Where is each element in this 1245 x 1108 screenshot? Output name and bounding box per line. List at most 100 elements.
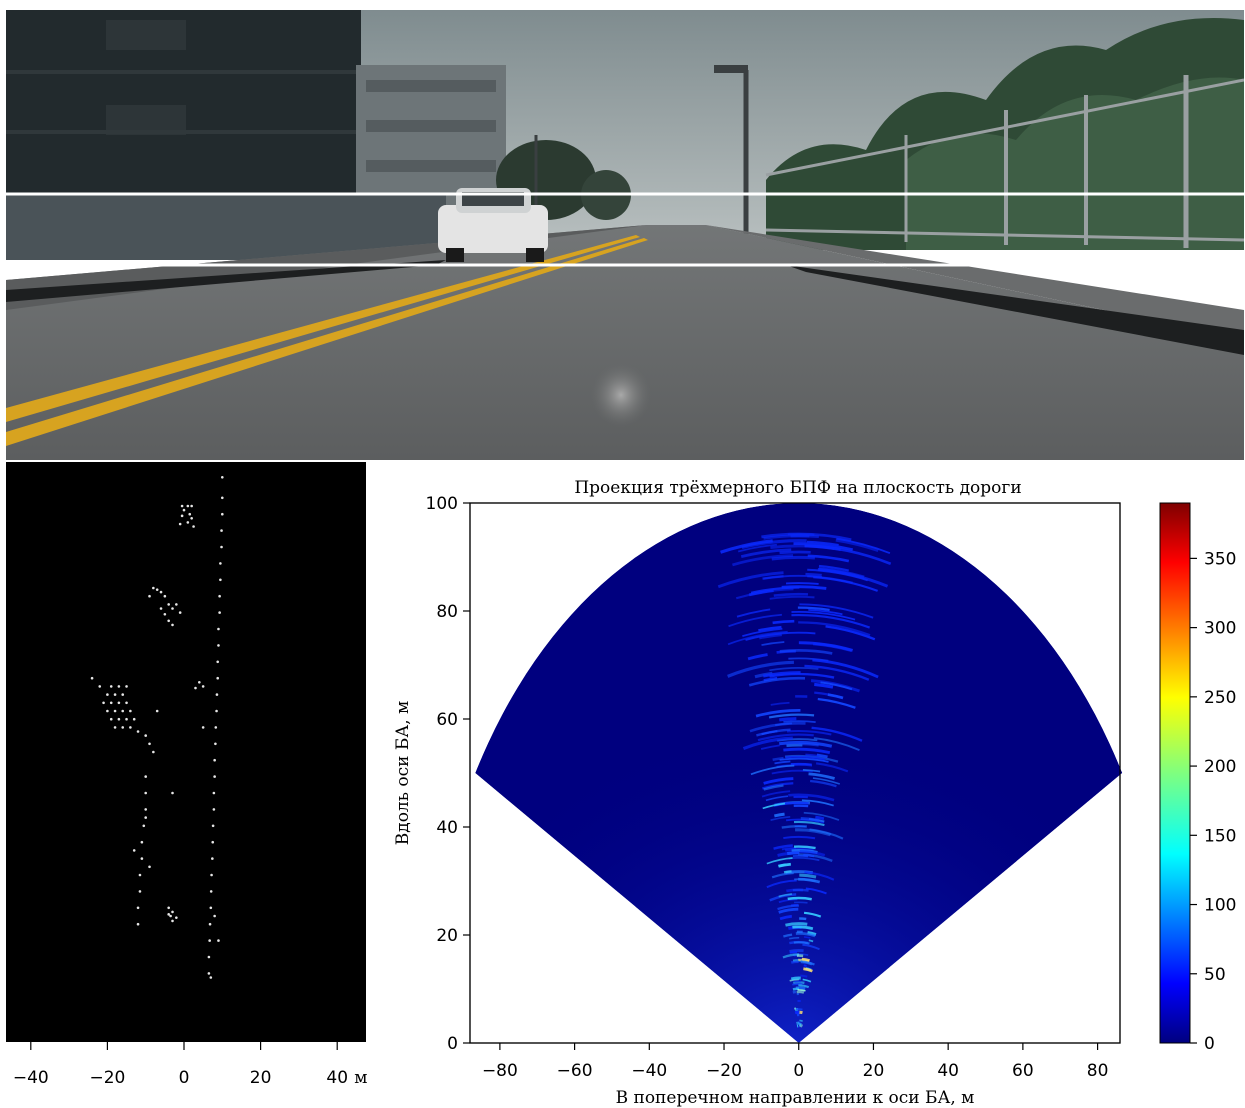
fft-y-tick-label: 20 bbox=[436, 926, 458, 946]
fft-echo-arc bbox=[808, 608, 843, 616]
lidar-point bbox=[125, 685, 128, 688]
fft-y-label: Вдоль оси БА, м bbox=[393, 701, 413, 846]
fft-echo-arc bbox=[761, 790, 791, 798]
lidar-point bbox=[190, 517, 193, 520]
fft-echo-arc bbox=[742, 736, 793, 751]
fft-x-tick-label: 0 bbox=[793, 1061, 804, 1081]
lidar-point bbox=[144, 816, 147, 819]
fft-echo-arc bbox=[815, 815, 825, 821]
fft-echo-arc bbox=[792, 987, 799, 991]
fft-echo-arc bbox=[717, 571, 784, 589]
fft-echo-arc bbox=[769, 667, 819, 672]
lidar-point bbox=[218, 611, 221, 614]
lidar-point bbox=[211, 840, 215, 844]
colorbar-tick-label: 150 bbox=[1204, 826, 1236, 846]
fft-echo-arc bbox=[779, 550, 811, 555]
fft-echo-arc bbox=[777, 904, 799, 911]
lidar-point bbox=[213, 775, 216, 778]
fft-echo-arc bbox=[765, 795, 789, 802]
fft-echo-arc bbox=[791, 614, 871, 629]
fft-echo-arc bbox=[790, 960, 799, 964]
fft-echo-arc bbox=[771, 555, 815, 561]
lidar-point bbox=[207, 972, 211, 975]
lidar-point bbox=[178, 611, 182, 614]
fft-echo-arc bbox=[761, 532, 852, 542]
lidar-point bbox=[190, 504, 193, 508]
fft-y-ticks: 0 20 40 60 80 100 bbox=[426, 494, 470, 1054]
fft-echo-arc bbox=[797, 606, 830, 612]
fft-echo-arc bbox=[749, 722, 806, 733]
lidar-point bbox=[102, 701, 105, 705]
fft-echo-arc bbox=[759, 633, 782, 640]
lidar-point bbox=[167, 619, 170, 623]
fft-echo-arc bbox=[798, 984, 810, 989]
fft-echo-arc bbox=[799, 850, 826, 857]
fft-x-tick-label: 20 bbox=[863, 1061, 885, 1081]
lidar-point bbox=[214, 742, 217, 746]
fft-echo-arc bbox=[817, 697, 856, 709]
lidar-point bbox=[192, 525, 195, 528]
lidar-point bbox=[215, 693, 219, 696]
fft-echo-arc bbox=[800, 974, 808, 978]
fft-echo-arc bbox=[783, 870, 792, 874]
fft-echo-arc bbox=[835, 538, 879, 552]
lidar-point bbox=[201, 685, 205, 688]
fft-echo-arc bbox=[747, 653, 768, 661]
fft-echo-arc bbox=[763, 534, 819, 540]
lidar-point bbox=[121, 693, 125, 696]
lidar-point bbox=[136, 730, 140, 733]
lidar-point bbox=[217, 627, 220, 631]
fft-echo-arc bbox=[770, 544, 835, 550]
lidar-x-tick-label: −20 bbox=[89, 1068, 125, 1088]
fft-echo-arc bbox=[756, 728, 791, 737]
fft-echo-arc bbox=[790, 976, 801, 981]
fft-echo-arc bbox=[769, 595, 815, 600]
fft-echo-arc bbox=[793, 901, 808, 904]
colorbar-tick-label: 100 bbox=[1204, 896, 1236, 916]
fft-echo-arc bbox=[802, 978, 812, 983]
fft-echo-arc bbox=[779, 649, 833, 655]
lidar-point bbox=[194, 686, 197, 690]
fft-echo-arc bbox=[800, 817, 820, 822]
lidar-point bbox=[180, 514, 184, 518]
lidar-point bbox=[175, 603, 178, 606]
road bbox=[6, 225, 1244, 460]
fft-echo-arc bbox=[803, 811, 840, 821]
colorbar-tick-label: 200 bbox=[1204, 757, 1236, 777]
lidar-point bbox=[182, 508, 186, 512]
lidar-point bbox=[140, 840, 144, 844]
fft-echo-arc bbox=[720, 539, 773, 554]
fft-echo-arc bbox=[793, 820, 825, 827]
fft-echo-arc bbox=[748, 589, 774, 597]
fft-echo-arc bbox=[807, 554, 850, 563]
lidar-point bbox=[188, 512, 192, 516]
fft-echo-arc bbox=[811, 726, 863, 742]
lidar-point bbox=[175, 916, 178, 919]
fft-echo-arc bbox=[758, 625, 782, 632]
fft-title: Проекция трёхмерного БПФ на плоскость до… bbox=[574, 478, 1021, 498]
camera-scene-image bbox=[6, 10, 1244, 460]
fft-echo-arc bbox=[825, 625, 876, 641]
fft-x-ticks: −80 −60 −40 −20 0 20 40 60 80 bbox=[482, 1043, 1108, 1081]
fft-echo-arcs bbox=[717, 532, 892, 1028]
fft-echo-arc bbox=[799, 1019, 803, 1022]
fft-echo-arc bbox=[786, 851, 800, 856]
lidar-point bbox=[209, 976, 213, 979]
lidar-point bbox=[163, 612, 167, 616]
lidar-point bbox=[212, 791, 216, 795]
fft-echo-arc bbox=[763, 784, 784, 791]
lidar-point bbox=[221, 496, 224, 500]
fft-echo-arc bbox=[779, 740, 833, 748]
lidar-point bbox=[163, 594, 167, 598]
colorbar-tick-label: 250 bbox=[1204, 688, 1236, 708]
fft-x-tick-label: −80 bbox=[482, 1061, 518, 1081]
fft-echo-arc bbox=[798, 853, 833, 862]
fft-echo-arc bbox=[778, 863, 786, 868]
fft-echo-arc bbox=[766, 857, 793, 865]
lidar-point bbox=[209, 890, 213, 893]
lidar-x-tick-label: 20 bbox=[250, 1068, 272, 1088]
lidar-point bbox=[220, 545, 223, 549]
lidar-background bbox=[6, 462, 366, 1042]
lidar-point bbox=[171, 910, 174, 914]
lidar-point bbox=[213, 758, 216, 762]
